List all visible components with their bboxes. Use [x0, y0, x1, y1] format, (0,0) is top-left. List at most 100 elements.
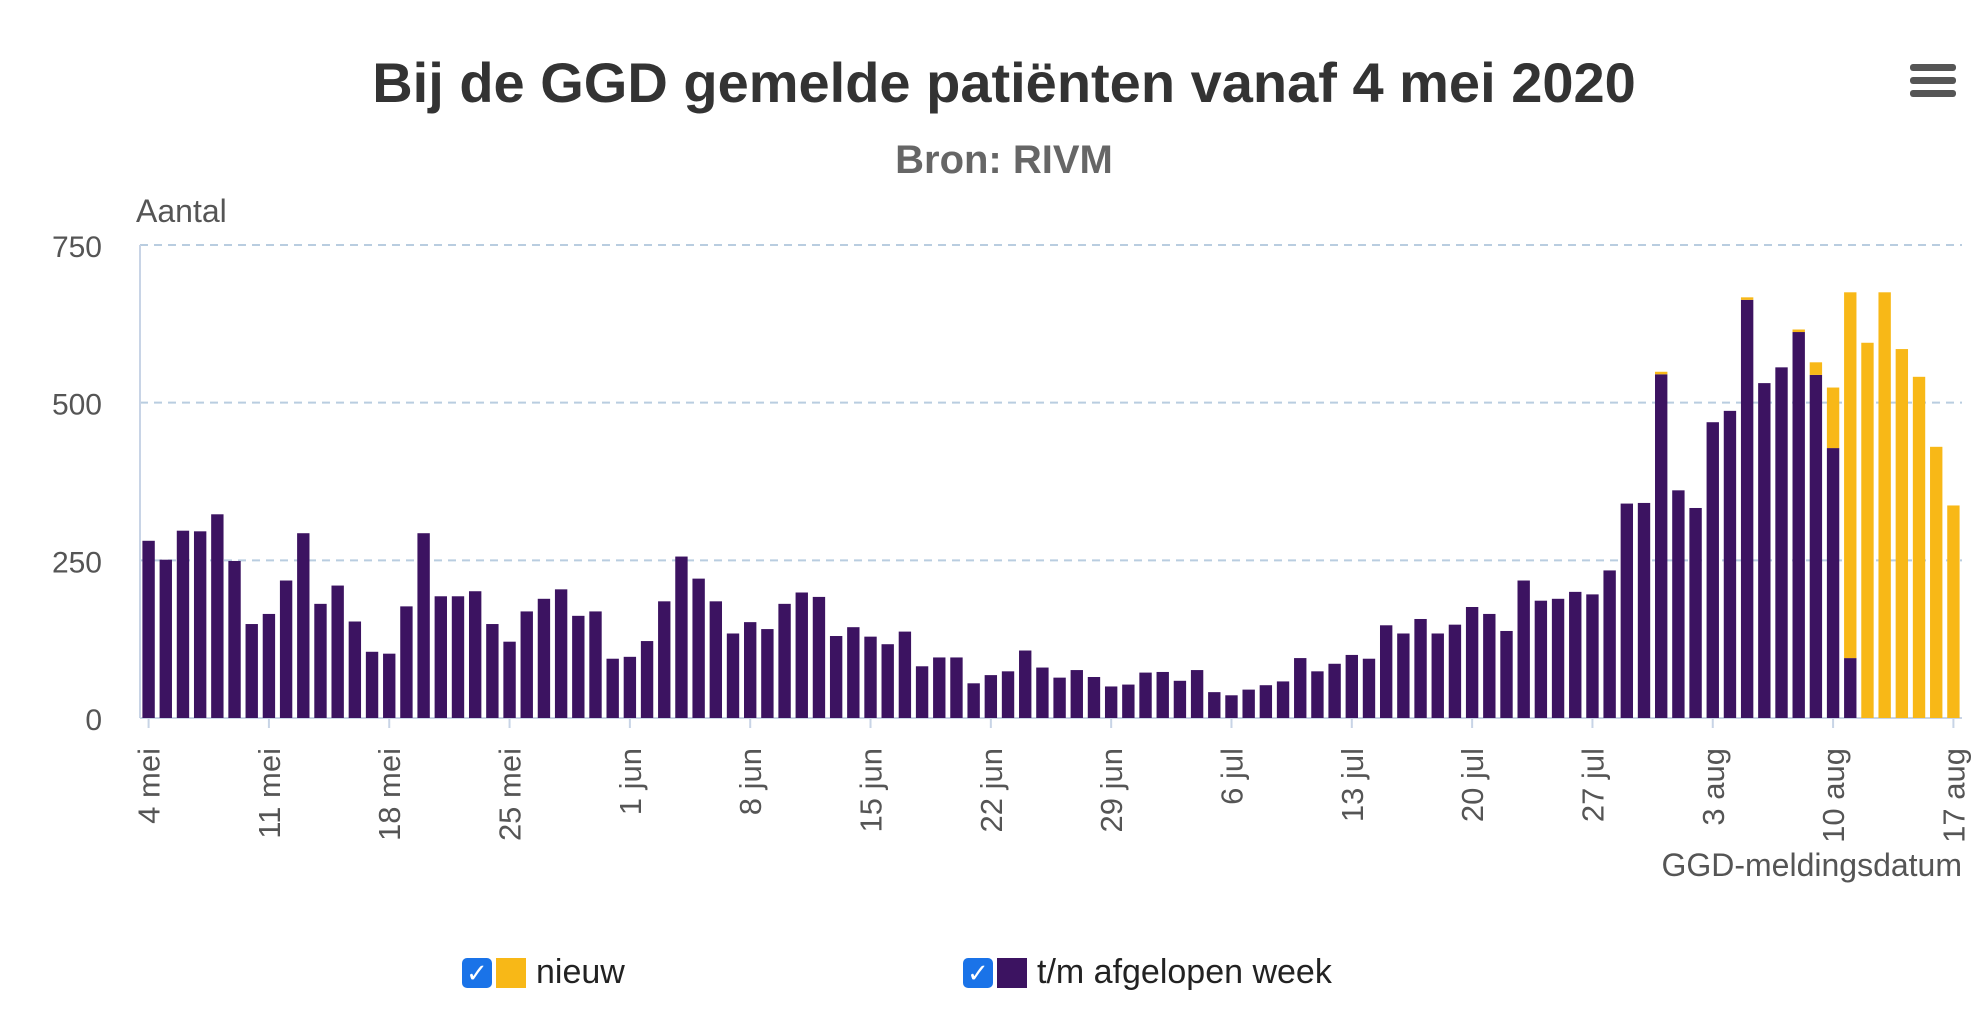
bar-t-m-afgelopen-week: [572, 615, 585, 718]
bar-t-m-afgelopen-week: [1723, 410, 1737, 718]
bar-t-m-afgelopen-week: [1551, 598, 1565, 718]
bar-t-m-afgelopen-week: [795, 592, 808, 718]
legend-item-nieuw[interactable]: ✓ nieuw: [462, 953, 625, 992]
bar-t-m-afgelopen-week: [829, 636, 843, 718]
bar-t-m-afgelopen-week: [1586, 594, 1599, 718]
bar-t-m-afgelopen-week: [520, 611, 533, 718]
bar-t-m-afgelopen-week: [297, 533, 310, 718]
x-tick-label: 17 aug: [1936, 748, 1971, 843]
bar-t-m-afgelopen-week: [1225, 695, 1238, 718]
checkbox-checked-icon[interactable]: ✓: [963, 957, 993, 988]
bar-t-m-afgelopen-week: [176, 530, 190, 718]
bar-t-m-afgelopen-week: [640, 641, 654, 718]
bar-t-m-afgelopen-week: [1809, 374, 1823, 718]
x-tick-label: 8 jun: [733, 748, 768, 815]
bar-t-m-afgelopen-week: [211, 514, 224, 718]
bar-t-m-afgelopen-week: [1397, 633, 1410, 718]
bar-t-m-afgelopen-week: [1276, 681, 1290, 718]
bar-t-m-afgelopen-week: [1122, 684, 1135, 718]
bar-t-m-afgelopen-week: [554, 589, 568, 718]
bar-t-m-afgelopen-week: [1775, 367, 1788, 718]
bar-nieuw: [1826, 387, 1840, 449]
bar-t-m-afgelopen-week: [1190, 670, 1204, 718]
bar-t-m-afgelopen-week: [1345, 654, 1358, 718]
bar-t-m-afgelopen-week: [503, 641, 516, 718]
bar-t-m-afgelopen-week: [279, 580, 293, 718]
legend-label: t/m afgelopen week: [1037, 953, 1332, 991]
bar-t-m-afgelopen-week: [1208, 692, 1221, 718]
menu-bar: [1910, 90, 1956, 97]
bar-t-m-afgelopen-week: [1104, 686, 1118, 718]
bar-t-m-afgelopen-week: [1637, 502, 1651, 718]
bar-t-m-afgelopen-week: [1242, 689, 1255, 718]
bar-t-m-afgelopen-week: [400, 606, 413, 718]
bar-t-m-afgelopen-week: [933, 657, 946, 718]
bar-t-m-afgelopen-week: [761, 629, 774, 718]
bar-t-m-afgelopen-week: [1053, 677, 1066, 718]
bar-t-m-afgelopen-week: [1500, 630, 1513, 718]
bar-t-m-afgelopen-week: [658, 601, 671, 718]
menu-bar: [1910, 77, 1956, 84]
y-tick-label: 750: [52, 231, 102, 264]
bar-t-m-afgelopen-week: [1036, 667, 1049, 718]
x-tick-label: 6 jul: [1214, 748, 1249, 805]
menu-bar: [1910, 64, 1956, 71]
y-axis-label: Aantal: [136, 193, 227, 229]
bar-t-m-afgelopen-week: [142, 540, 155, 718]
bar-t-m-afgelopen-week: [348, 621, 362, 718]
bar-t-m-afgelopen-week: [331, 585, 344, 718]
x-tick-label: 10 aug: [1816, 748, 1851, 843]
bar-t-m-afgelopen-week: [744, 622, 757, 718]
bar-t-m-afgelopen-week: [1019, 650, 1032, 718]
bar-t-m-afgelopen-week: [1620, 503, 1634, 718]
bar-t-m-afgelopen-week: [1844, 658, 1857, 718]
legend-label: nieuw: [536, 953, 625, 991]
hamburger-menu-icon[interactable]: [1910, 64, 1956, 104]
legend: ✓ nieuw ✓ t/m afgelopen week: [0, 953, 1975, 1003]
chart-svg: 0 250 500 750 Aantal 4 mei 11 mei 18 mei 25 mei 1…: [52, 193, 1971, 883]
bar-t-m-afgelopen-week: [1672, 490, 1685, 718]
bar-t-m-afgelopen-week: [1792, 332, 1805, 718]
bar-t-m-afgelopen-week: [365, 651, 379, 718]
bar-nieuw: [1930, 446, 1943, 718]
bar-t-m-afgelopen-week: [1603, 570, 1616, 718]
bar-t-m-afgelopen-week: [159, 559, 172, 718]
bar-nieuw: [1740, 297, 1754, 300]
bar-t-m-afgelopen-week: [675, 556, 688, 718]
bar-t-m-afgelopen-week: [1706, 422, 1719, 718]
legend-swatch-nieuw: [496, 957, 526, 988]
bar-t-m-afgelopen-week: [984, 675, 998, 718]
bar-t-m-afgelopen-week: [1431, 633, 1444, 718]
bar-t-m-afgelopen-week: [709, 601, 723, 718]
bar-t-m-afgelopen-week: [228, 560, 241, 718]
bar-t-m-afgelopen-week: [1173, 680, 1187, 718]
legend-item-afgelopen-week[interactable]: ✓ t/m afgelopen week: [963, 953, 1332, 992]
bar-nieuw: [1792, 329, 1805, 333]
x-tick-label: 18 mei: [372, 748, 407, 841]
bar-t-m-afgelopen-week: [486, 624, 499, 718]
x-tick-label: 1 jun: [613, 748, 648, 815]
bar-t-m-afgelopen-week: [1379, 625, 1393, 718]
bar-t-m-afgelopen-week: [1001, 671, 1015, 718]
bar-t-m-afgelopen-week: [1534, 600, 1548, 718]
bar-nieuw: [1895, 349, 1909, 718]
bar-t-m-afgelopen-week: [193, 531, 207, 718]
bar-t-m-afgelopen-week: [417, 533, 430, 718]
bar-t-m-afgelopen-week: [1259, 685, 1273, 718]
bar-t-m-afgelopen-week: [383, 653, 396, 718]
bar-nieuw: [1947, 505, 1960, 718]
y-tick-label: 0: [85, 704, 102, 737]
bar-nieuw: [1844, 292, 1857, 659]
chart-title: Bij de GGD gemelde patiënten vanaf 4 mei…: [372, 51, 1636, 114]
bar-t-m-afgelopen-week: [245, 624, 258, 718]
y-tick-label: 250: [52, 546, 102, 579]
bar-t-m-afgelopen-week: [1569, 591, 1582, 718]
bar-t-m-afgelopen-week: [778, 603, 791, 718]
x-tick-label: 25 mei: [493, 748, 528, 841]
bar-t-m-afgelopen-week: [623, 656, 637, 718]
checkbox-checked-icon[interactable]: ✓: [462, 957, 492, 988]
x-tick-label: 11 mei: [252, 748, 287, 839]
bar-t-m-afgelopen-week: [692, 578, 705, 718]
bar-t-m-afgelopen-week: [915, 666, 929, 718]
bar-t-m-afgelopen-week: [1740, 299, 1754, 718]
